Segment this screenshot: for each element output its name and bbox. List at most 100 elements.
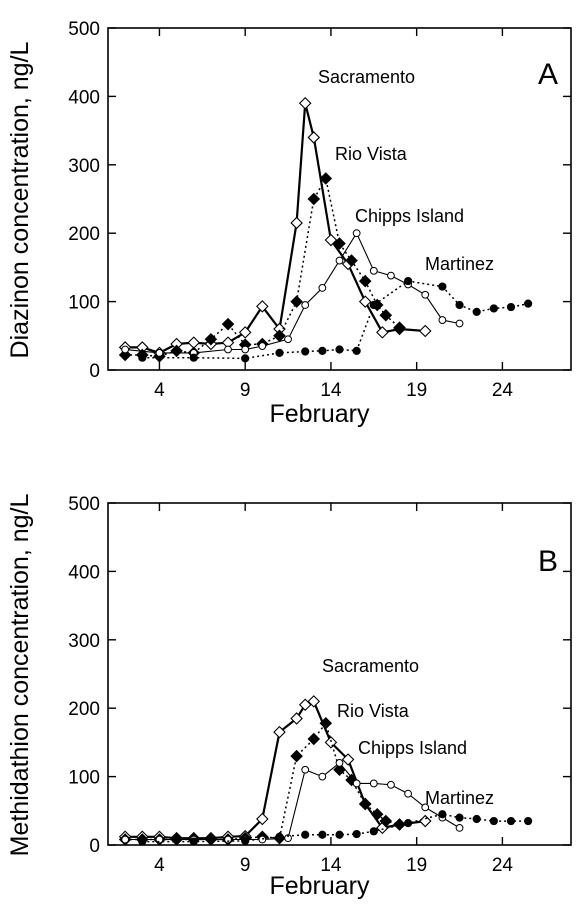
plot-area-frame	[107, 27, 572, 371]
series-label: Rio Vista	[335, 144, 408, 164]
data-point-chipps-island	[369, 779, 378, 788]
y-tick-label: 400	[68, 87, 100, 108]
data-point-chipps-island	[318, 284, 327, 292]
data-point-martinez	[352, 346, 361, 355]
data-point-chipps-island	[455, 824, 464, 832]
y-tick-label: 300	[68, 631, 100, 652]
data-point-sacramento	[298, 96, 312, 110]
data-point-rio-vista	[358, 797, 372, 811]
data-point-chipps-island	[335, 759, 344, 767]
x-tick-label: 4	[154, 855, 165, 876]
data-point-sacramento	[187, 336, 201, 349]
data-point-chipps-island	[335, 256, 344, 265]
data-point-sacramento	[376, 326, 389, 339]
data-point-rio-vista	[204, 332, 218, 346]
data-point-sacramento	[307, 131, 321, 144]
data-point-rio-vista	[307, 732, 321, 746]
y-tick-label: 400	[68, 562, 100, 583]
y-tick-label: 0	[89, 361, 100, 382]
data-point-martinez	[438, 810, 447, 819]
plot-area-frame	[107, 502, 572, 846]
data-point-chipps-island	[284, 335, 292, 344]
data-point-martinez	[275, 832, 284, 841]
data-point-martinez	[189, 837, 198, 846]
data-point-martinez	[301, 347, 310, 356]
data-point-martinez	[472, 814, 481, 824]
series-label: Sacramento	[318, 67, 415, 87]
data-point-chipps-island	[258, 342, 267, 350]
data-point-martinez	[138, 837, 147, 846]
series-line-martinez	[142, 813, 529, 843]
data-point-chipps-island	[421, 803, 430, 812]
data-point-sacramento	[418, 324, 432, 338]
x-tick-label: 24	[492, 855, 514, 876]
y-tick-label: 200	[68, 699, 100, 720]
x-tick-label: 14	[320, 380, 342, 401]
data-point-sacramento	[273, 725, 286, 739]
y-tick-label: 500	[68, 19, 100, 40]
data-point-martinez	[318, 830, 327, 839]
data-point-rio-vista	[307, 192, 321, 206]
data-point-martinez	[138, 353, 147, 362]
data-point-chipps-island	[387, 271, 395, 280]
data-point-chipps-island	[421, 290, 430, 299]
y-tick-label: 100	[68, 293, 100, 314]
data-point-rio-vista	[319, 172, 333, 185]
data-point-martinez	[403, 819, 413, 828]
data-point-martinez	[335, 830, 344, 839]
data-point-martinez	[241, 354, 250, 363]
data-point-rio-vista	[370, 807, 384, 821]
data-point-sacramento	[256, 300, 269, 313]
data-point-chipps-island	[155, 349, 164, 357]
data-point-chipps-island	[121, 835, 130, 844]
data-point-martinez	[318, 346, 327, 355]
data-point-chipps-island	[455, 319, 464, 328]
data-point-martinez	[524, 816, 533, 826]
x-axis-title: February	[269, 872, 370, 900]
data-point-martinez	[189, 353, 198, 362]
data-point-martinez	[403, 276, 413, 286]
data-point-martinez	[472, 307, 481, 316]
data-point-chipps-island	[352, 229, 361, 238]
data-point-sacramento	[290, 712, 303, 725]
chart-panel-b: 0 100 200 300 400 500 4 9 14 19 24 February Methidat…	[6, 494, 572, 900]
data-point-rio-vista	[393, 818, 406, 831]
data-point-chipps-island	[224, 345, 232, 354]
data-point-chipps-island	[241, 345, 250, 354]
data-point-martinez	[335, 345, 344, 354]
x-tick-label: 14	[320, 855, 342, 876]
data-point-sacramento	[238, 326, 252, 339]
series-label: Martinez	[425, 788, 494, 808]
data-point-rio-vista	[393, 321, 406, 334]
series-label: Rio Vista	[337, 701, 410, 721]
x-tick-label: 19	[406, 855, 427, 876]
y-tick-label: 500	[68, 494, 100, 515]
data-point-sacramento	[324, 736, 338, 749]
data-point-martinez	[352, 829, 361, 839]
y-tick-label: 200	[68, 224, 100, 245]
data-point-sacramento	[324, 233, 338, 247]
data-point-rio-vista	[319, 716, 333, 730]
data-point-chipps-island	[121, 345, 130, 354]
data-point-rio-vista	[345, 254, 358, 267]
series-line-martinez	[142, 280, 529, 360]
x-tick-label: 9	[240, 380, 251, 401]
data-point-chipps-island	[224, 835, 232, 844]
y-axis-title: Methidathion concentration, ng/L	[6, 494, 34, 857]
data-point-martinez	[275, 348, 284, 357]
data-point-martinez	[241, 836, 250, 845]
panel-letter: B	[538, 545, 558, 578]
series-label: Martinez	[425, 254, 494, 274]
data-point-martinez	[455, 813, 464, 822]
data-point-martinez	[301, 830, 310, 839]
data-point-rio-vista	[379, 309, 393, 322]
data-point-chipps-island	[301, 765, 310, 774]
data-point-chipps-island	[155, 835, 164, 844]
data-point-chipps-island	[404, 789, 412, 798]
data-point-sacramento	[256, 812, 269, 826]
series-line-sacramento	[125, 699, 426, 840]
data-point-martinez	[524, 299, 533, 308]
data-point-rio-vista	[221, 317, 235, 331]
data-point-chipps-island	[301, 301, 310, 309]
